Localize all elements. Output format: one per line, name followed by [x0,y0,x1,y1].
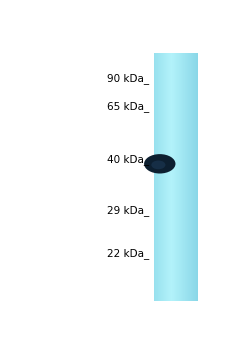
Bar [165,53,166,301]
Bar [171,53,172,301]
Bar [163,53,164,301]
Bar [197,53,198,301]
Bar [161,53,162,301]
Bar [190,53,191,301]
Bar [178,53,179,301]
Bar [155,53,156,301]
Bar [177,53,178,301]
Bar [184,53,185,301]
Bar [154,53,155,301]
Bar [175,53,176,301]
Bar [180,53,181,301]
Ellipse shape [144,154,176,174]
Bar [182,53,183,301]
Bar [157,53,158,301]
Bar [172,53,173,301]
Bar [169,53,170,301]
Bar [162,53,163,301]
Bar [161,53,162,301]
Bar [162,53,163,301]
Bar [189,53,190,301]
Bar [158,53,159,301]
Bar [184,53,185,301]
Text: 65 kDa_: 65 kDa_ [107,101,149,112]
Bar [189,53,190,301]
Bar [188,53,189,301]
Bar [156,53,157,301]
Bar [167,53,168,301]
Bar [193,53,194,301]
Bar [176,53,177,301]
Text: 40 kDa_: 40 kDa_ [107,154,149,165]
Text: 29 kDa_: 29 kDa_ [107,205,149,216]
Bar [194,53,195,301]
Bar [183,53,184,301]
Bar [194,53,195,301]
Bar [164,53,165,301]
Bar [173,53,174,301]
Text: 22 kDa_: 22 kDa_ [107,248,149,259]
Bar [170,53,171,301]
Bar [177,53,178,301]
Bar [160,53,161,301]
Bar [181,53,182,301]
Bar [173,53,174,301]
Bar [159,53,160,301]
Bar [174,53,175,301]
Bar [195,53,196,301]
Bar [166,53,167,301]
Text: 90 kDa_: 90 kDa_ [107,73,149,84]
Bar [167,53,168,301]
Bar [183,53,184,301]
Bar [179,53,180,301]
Bar [168,53,169,301]
Bar [156,53,157,301]
Bar [185,53,186,301]
Ellipse shape [151,161,165,169]
Bar [192,53,193,301]
Bar [178,53,179,301]
Bar [187,53,188,301]
Bar [196,53,197,301]
Bar [191,53,192,301]
Bar [172,53,173,301]
Bar [186,53,187,301]
